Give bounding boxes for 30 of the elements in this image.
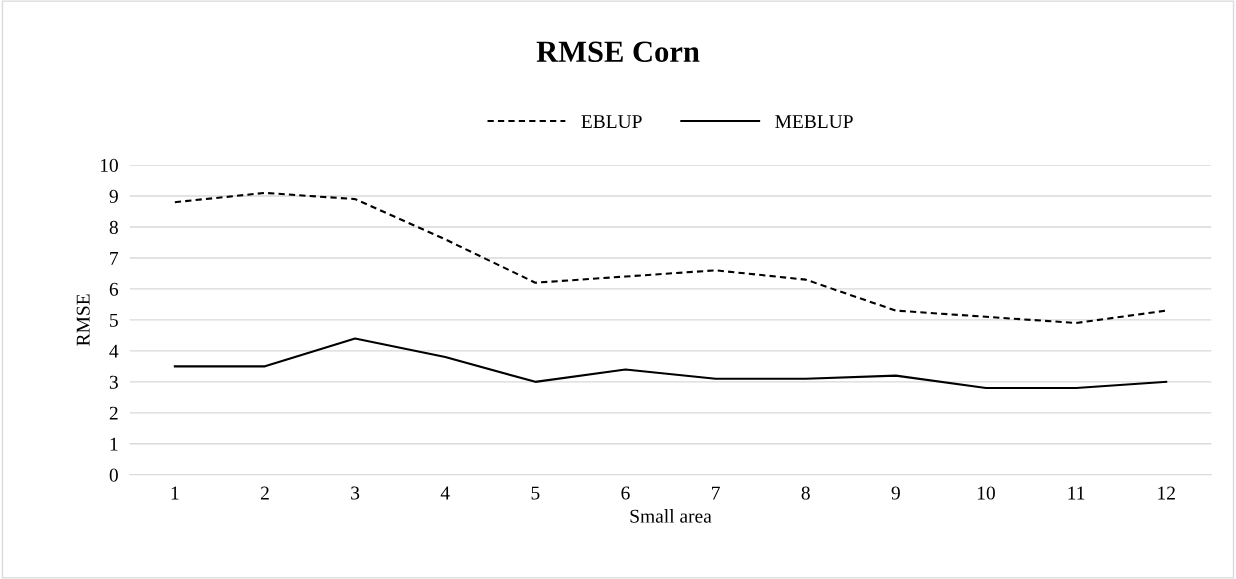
y-tick-label: 9 [109,189,118,203]
y-tick-label: 1 [110,437,118,451]
chart-title: RMSE Corn [536,41,700,63]
y-tick-label: 0 [109,468,118,482]
x-tick-label: 12 [1158,486,1175,500]
y-tick-label: 7 [110,251,119,265]
x-tick-label: 1 [171,486,179,500]
x-tick-label: 6 [621,486,630,500]
legend-label: MEBLUP [775,115,853,129]
line-series [173,191,1168,325]
x-tick-label: 5 [531,486,540,500]
y-tick-label: 2 [109,406,118,420]
legend-label: EBLUP [581,115,642,129]
x-tick-label: 2 [260,486,269,500]
y-tick-label: 3 [109,375,118,389]
x-tick-label: 10 [977,486,995,500]
y-tick-label: 4 [109,344,119,358]
x-tick-label: 4 [440,486,450,500]
y-axis-title: RMSE [76,294,90,346]
x-tick-label: 7 [712,486,720,500]
y-tick-label: 5 [110,313,118,327]
x-axis-title: Small area [630,509,712,523]
y-tick-label: 10 [100,158,118,172]
line-series [173,337,1168,390]
x-tick-label: 9 [891,486,900,500]
x-tick-label: 8 [801,486,810,500]
x-tick-label: 3 [351,486,360,500]
y-tick-label: 8 [109,220,118,234]
x-tick-label: 11 [1068,486,1085,500]
y-tick-label: 6 [109,282,119,296]
